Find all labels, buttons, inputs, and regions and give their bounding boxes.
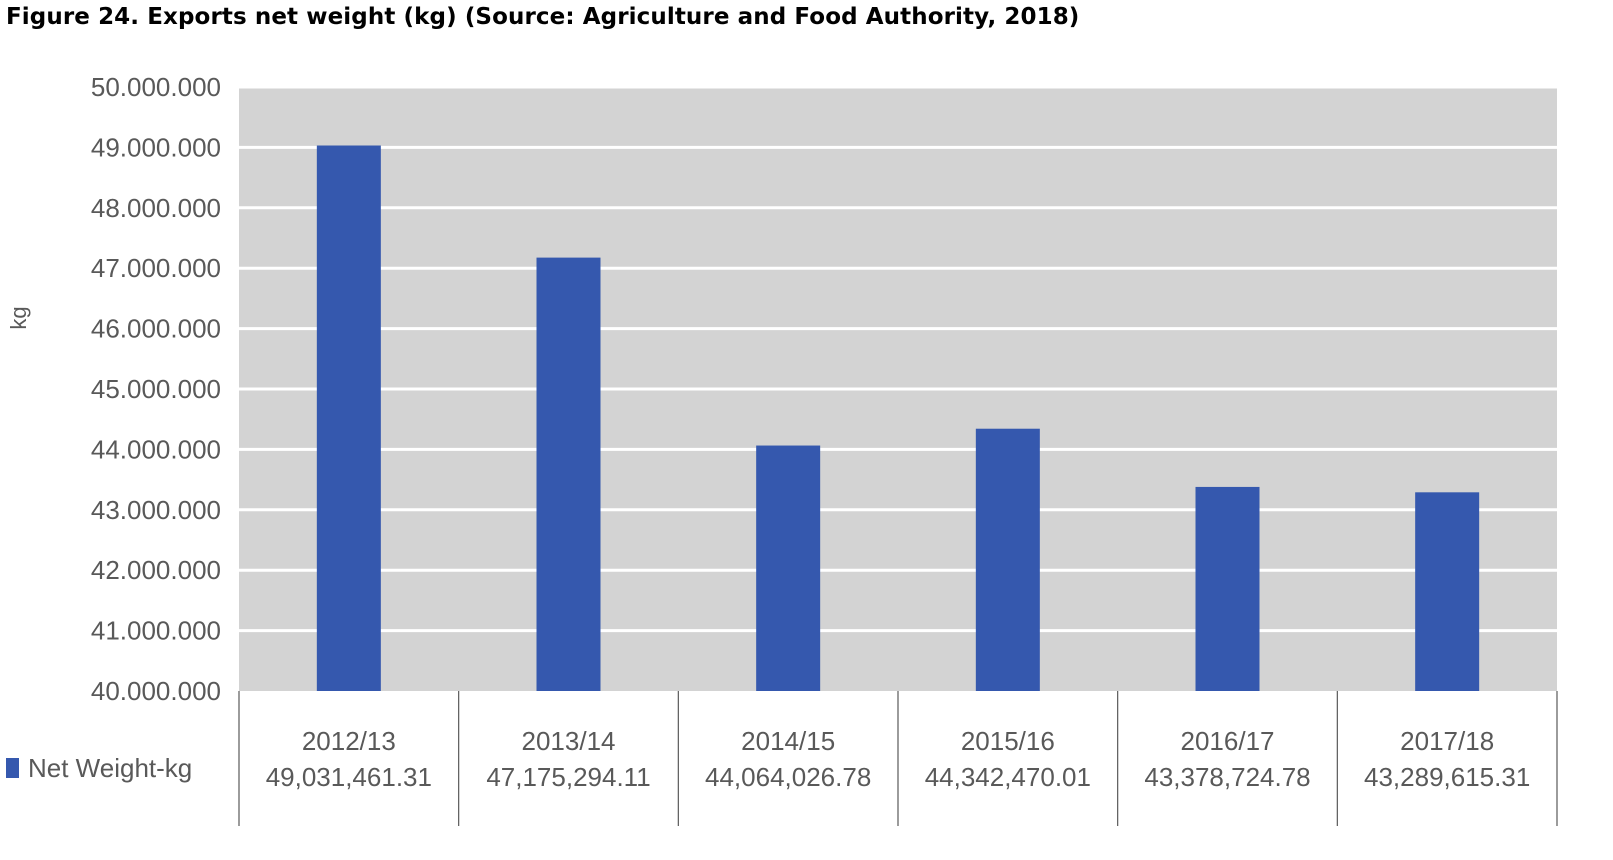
- y-tick-label: 41.000.000: [91, 616, 221, 646]
- y-tick-label: 47.000.000: [91, 253, 221, 283]
- y-tick-label: 44.000.000: [91, 434, 221, 464]
- y-tick-label: 50.000.000: [91, 72, 221, 102]
- y-tick-label: 40.000.000: [91, 676, 221, 706]
- category-label: 2017/18: [1400, 726, 1494, 756]
- figure-title: Figure 24. Exports net weight (kg) (Sour…: [6, 4, 1080, 30]
- value-label: 44,342,470.01: [925, 762, 1091, 792]
- bar: [1195, 486, 1260, 691]
- category-label: 2016/17: [1181, 726, 1275, 756]
- legend: Net Weight-kg: [6, 753, 192, 783]
- category-label: 2012/13: [302, 726, 396, 756]
- y-tick-label: 42.000.000: [91, 555, 221, 585]
- y-axis-ticks: 40.000.000 41.000.000 42.000.000 43.000.000…: [91, 72, 221, 706]
- bar: [316, 145, 381, 691]
- bar: [756, 445, 821, 691]
- bar: [536, 257, 601, 691]
- value-label: 49,031,461.31: [266, 762, 432, 792]
- legend-swatch: [6, 758, 19, 778]
- value-label: 43,378,724.78: [1144, 762, 1310, 792]
- y-tick-label: 46.000.000: [91, 314, 221, 344]
- value-label: 47,175,294.11: [486, 762, 650, 792]
- category-label: 2015/16: [961, 726, 1055, 756]
- y-axis-label: kg: [6, 306, 31, 329]
- legend-label: Net Weight-kg: [28, 753, 192, 783]
- category-label: 2013/14: [522, 726, 616, 756]
- y-tick-label: 48.000.000: [91, 193, 221, 223]
- category-label: 2014/15: [741, 726, 835, 756]
- value-label: 44,064,026.78: [705, 762, 871, 792]
- value-label: 43,289,615.31: [1364, 762, 1530, 792]
- gridlines: [239, 85, 1557, 633]
- data-table: 2012/13 49,031,461.31 2013/14 47,175,294.11…: [238, 691, 1558, 826]
- bars: [316, 145, 1480, 691]
- y-tick-label: 43.000.000: [91, 495, 221, 525]
- y-tick-label: 49.000.000: [91, 132, 221, 162]
- bar: [1415, 492, 1480, 691]
- y-tick-label: 45.000.000: [91, 374, 221, 404]
- bar: [975, 428, 1040, 691]
